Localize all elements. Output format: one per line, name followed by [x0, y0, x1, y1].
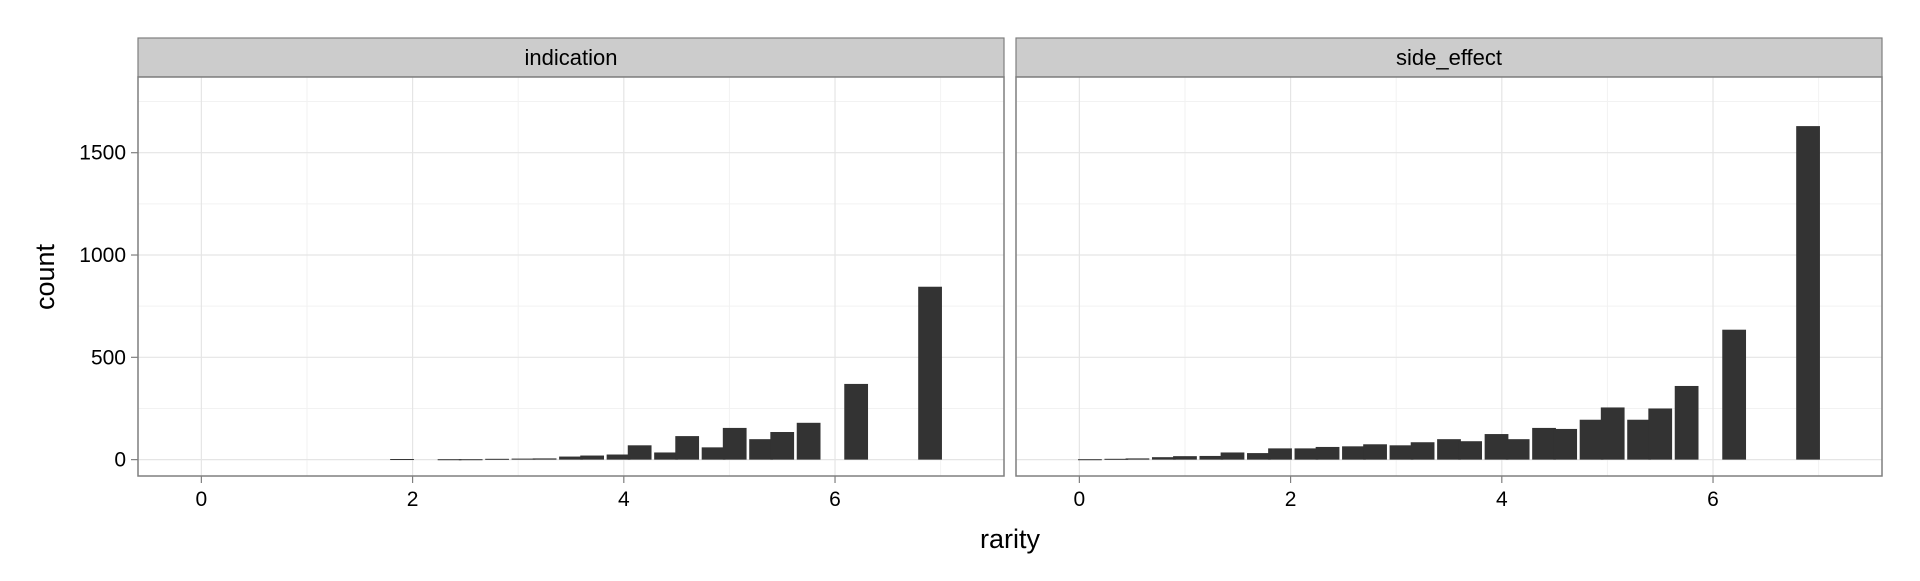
x-tick-label: 4 [1496, 488, 1508, 511]
facet-strip [137, 37, 1005, 78]
x-tick-label: 2 [1285, 488, 1297, 511]
histogram-bar [1437, 439, 1461, 460]
facet-strip-label: side_effect [1396, 45, 1502, 70]
histogram-bar [770, 432, 795, 460]
plot-background [1016, 77, 1882, 476]
panel-side-effect: side_effect 0 2 4 6 [1015, 37, 1883, 511]
histogram-bar [485, 458, 509, 460]
histogram-bar [1199, 455, 1224, 460]
histogram-bar [1553, 428, 1578, 460]
x-tick-label: 0 [196, 488, 208, 511]
histogram-bar [1579, 419, 1604, 460]
histogram-bar [559, 456, 583, 460]
histogram-bar [1342, 446, 1366, 460]
histogram-bar [1363, 444, 1387, 460]
histogram-bar [701, 447, 726, 460]
histogram-bar [1674, 385, 1699, 460]
histogram-bar [1796, 126, 1820, 460]
histogram-bar [1458, 441, 1483, 460]
histogram-bar [1410, 442, 1435, 460]
histogram-bar [1722, 329, 1747, 460]
histogram-bar [1104, 458, 1129, 460]
histogram-bar [437, 459, 462, 461]
histogram-bar [627, 445, 652, 460]
histogram-bar [844, 383, 869, 460]
histogram-bar [1294, 448, 1319, 460]
histogram-bar [1648, 408, 1673, 460]
x-tick-label: 4 [618, 488, 630, 511]
histogram-bar [390, 459, 414, 461]
plot-background [138, 77, 1004, 476]
histogram-bar [1484, 434, 1509, 460]
panel-indication: indication 0 2 4 6 0 500 1000 1500 [79, 37, 1005, 511]
histogram-bar [1151, 457, 1176, 460]
x-tick-label: 6 [1707, 488, 1719, 511]
histogram-bar [606, 454, 631, 460]
histogram-bar [1505, 439, 1530, 460]
histogram-bar [1627, 419, 1651, 460]
histogram-bar [1247, 453, 1271, 460]
histogram-bar [749, 439, 773, 460]
x-tick-label: 6 [829, 488, 841, 511]
histogram-bar [1532, 427, 1556, 460]
histogram-bar [796, 422, 821, 460]
histogram-bar [722, 427, 747, 460]
x-tick-label: 2 [407, 488, 419, 511]
histogram-bar [675, 436, 700, 460]
x-tick-label: 0 [1074, 488, 1086, 511]
y-tick-label: 1000 [79, 244, 126, 267]
y-tick-label: 1500 [79, 142, 126, 165]
histogram-bar [918, 286, 942, 460]
histogram-bar [1078, 459, 1102, 461]
histogram-bar [1389, 445, 1414, 460]
y-axis-title: count [30, 243, 60, 310]
histogram-bar [532, 458, 557, 460]
histogram-bar [654, 452, 678, 460]
panel-border [137, 76, 1005, 477]
panel-border [1015, 76, 1883, 477]
y-tick-label: 0 [114, 449, 126, 472]
histogram-bar [1173, 456, 1197, 460]
histogram-bar [458, 459, 483, 461]
y-tick-label: 500 [91, 346, 126, 369]
histogram-bar [1125, 458, 1150, 460]
histogram-bar [1315, 446, 1340, 460]
histogram-bar [1220, 452, 1245, 460]
facet-strip [1015, 37, 1883, 78]
histogram-bar [1600, 407, 1625, 460]
histogram-bar [511, 458, 536, 460]
histogram-bar [580, 455, 605, 460]
x-axis-title: rarity [980, 524, 1040, 554]
facet-strip-label: indication [525, 45, 618, 70]
histogram-bar [1268, 448, 1292, 460]
